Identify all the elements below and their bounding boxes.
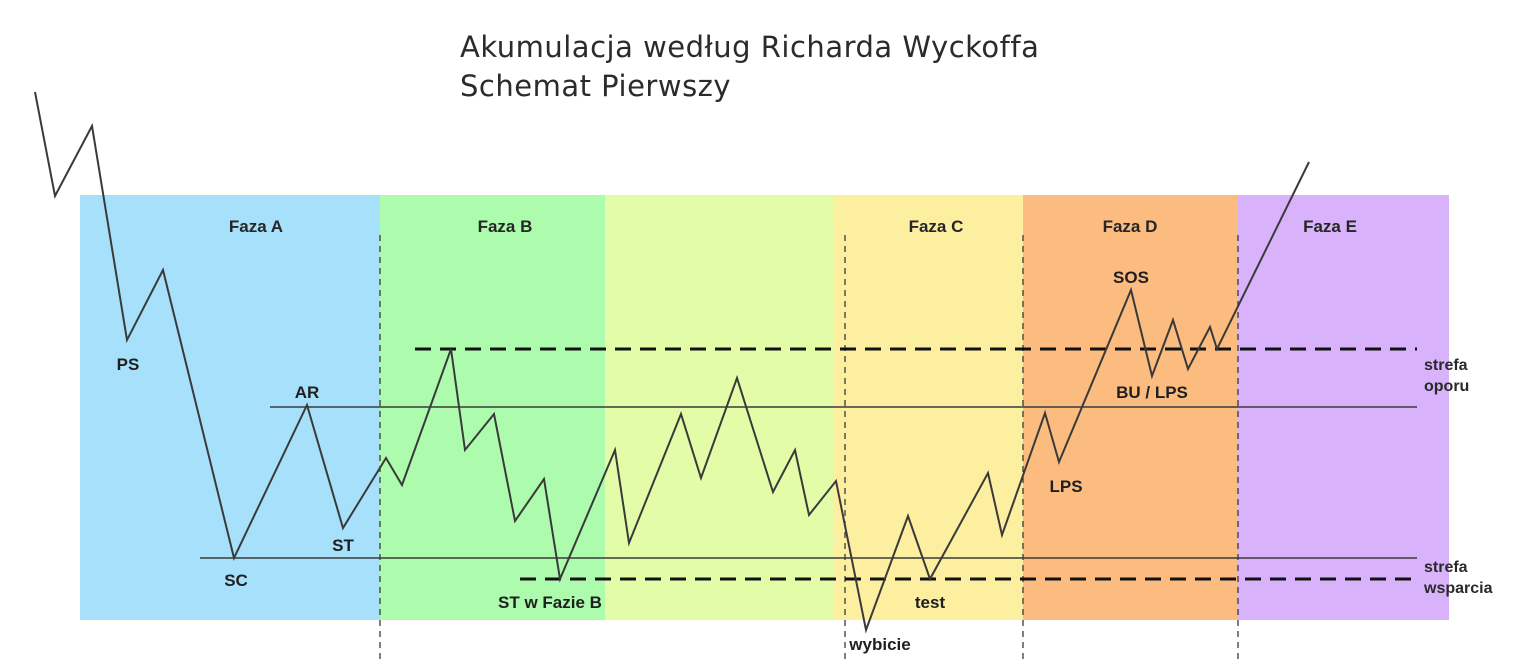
phase-e-label: Faza E [1303, 217, 1357, 236]
event-label-test: test [915, 593, 946, 612]
support-zone-label-line-1: strefa [1424, 559, 1468, 576]
event-label-ar: AR [295, 383, 320, 402]
phase-d-label: Faza D [1103, 217, 1158, 236]
event-label-st: ST [332, 536, 354, 555]
resistance-zone-label-line-2: oporu [1424, 378, 1469, 395]
event-label-st-phase-b: ST w Fazie B [498, 593, 602, 612]
resistance-zone-label-line-1: strefa [1424, 357, 1468, 374]
support-zone-label-line-2: wsparcia [1423, 580, 1493, 597]
event-label-sc: SC [224, 571, 248, 590]
event-label-sos: SOS [1113, 268, 1149, 287]
price-path-line [34, 91, 1310, 634]
diagram-title-line-2: Schemat Pierwszy [460, 69, 731, 103]
event-label-bu-lps: BU / LPS [1116, 383, 1188, 402]
phase-c-label: Faza C [909, 217, 964, 236]
event-label-lps: LPS [1049, 477, 1082, 496]
phase-b-label: Faza B [478, 217, 533, 236]
event-label-spring: wybicie [848, 635, 910, 654]
diagram-title-line-1: Akumulacja według Richarda Wyckoffa [460, 30, 1039, 64]
event-label-ps: PS [117, 355, 140, 374]
phase-a-label: Faza A [229, 217, 283, 236]
